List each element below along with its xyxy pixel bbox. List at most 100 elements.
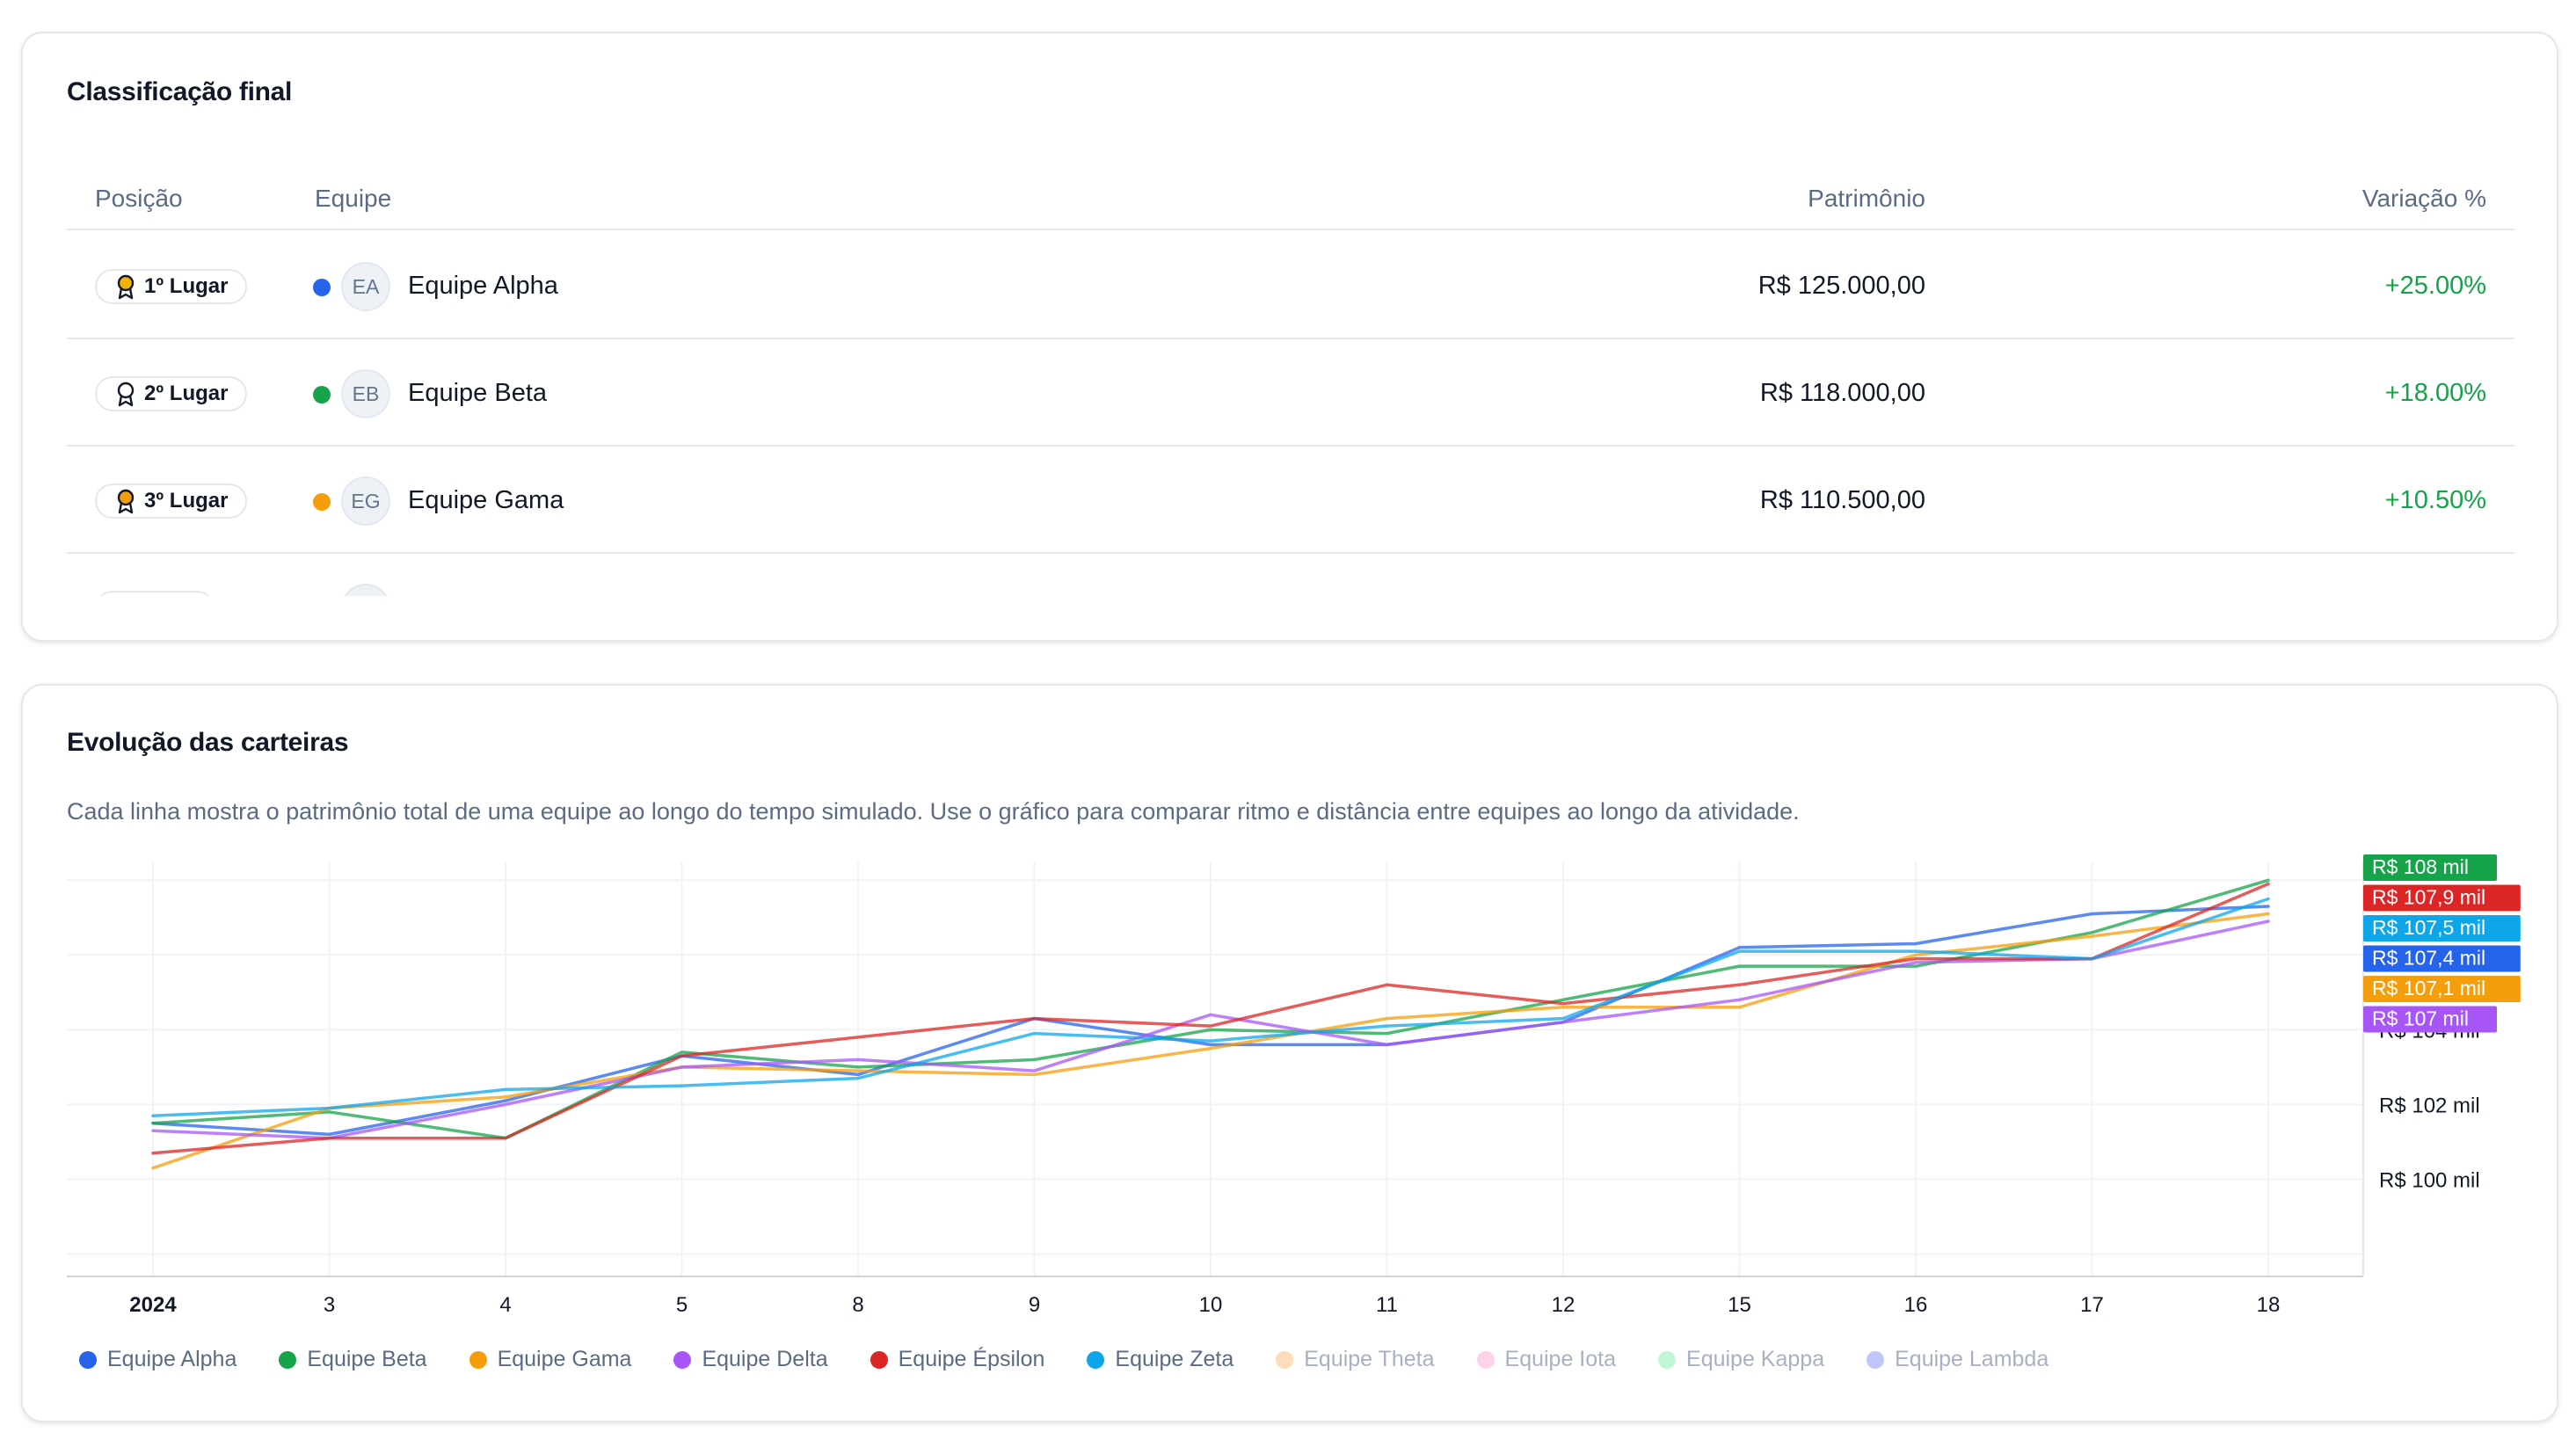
place-label: 2º Lugar bbox=[144, 382, 229, 405]
legend-color-dot bbox=[469, 1350, 487, 1369]
legend-label: Equipe Delta bbox=[702, 1347, 828, 1371]
legend-item[interactable]: Equipe Gama bbox=[469, 1347, 632, 1372]
place-badge: 3º Lugar bbox=[95, 483, 248, 519]
avatar: EB bbox=[341, 369, 390, 418]
series-line bbox=[151, 912, 2270, 1170]
team-equity: R$ 118.000,00 bbox=[1759, 379, 1925, 407]
legend-color-dot bbox=[1276, 1350, 1294, 1369]
medal-icon bbox=[117, 489, 135, 514]
legend-label: Equipe Kappa bbox=[1686, 1347, 1825, 1371]
team-change: +25.00% bbox=[2384, 272, 2486, 300]
team-name: Equipe Beta bbox=[408, 379, 548, 407]
x-tick-label: 9 bbox=[1029, 1293, 1040, 1317]
legend-item[interactable]: Equipe Zeta bbox=[1087, 1347, 1233, 1372]
end-value-label: R$ 107 mil bbox=[2372, 1007, 2469, 1030]
line-chart: 2024 3 4 5 8 9 10 11 12 15 16 17 18 R$ 100 mil R$ 102 … bbox=[67, 854, 2521, 1317]
legend-color-dot bbox=[1087, 1350, 1105, 1369]
legend-label: Equipe Zeta bbox=[1115, 1347, 1234, 1371]
avatar: EA bbox=[341, 262, 390, 311]
x-tick-label: 16 bbox=[1904, 1293, 1928, 1317]
legend-label: Equipe Lambda bbox=[1895, 1347, 2049, 1371]
legend-color-dot bbox=[279, 1350, 297, 1369]
x-tick-label: 5 bbox=[676, 1293, 688, 1317]
end-value-badge bbox=[2363, 976, 2521, 1002]
table-row[interactable]: 3º Lugar EG Equipe Gama R$ 110.500,00 +1… bbox=[67, 447, 2514, 554]
header-change: Variação % bbox=[2361, 185, 2486, 212]
team-equity: R$ 125.000,00 bbox=[1757, 272, 1925, 300]
x-tick-label: 18 bbox=[2257, 1293, 2281, 1317]
legend-color-dot bbox=[1658, 1350, 1677, 1369]
legend-item[interactable]: Equipe Beta bbox=[279, 1347, 427, 1372]
header-team: Equipe bbox=[315, 185, 392, 212]
legend-item[interactable]: Equipe Lambda bbox=[1867, 1347, 2048, 1372]
legend-item[interactable]: Equipe Épsilon bbox=[870, 1347, 1045, 1372]
x-tick-label: 2024 bbox=[129, 1293, 177, 1317]
series-line bbox=[151, 920, 2270, 1140]
team-change: +10.50% bbox=[2384, 486, 2486, 514]
series-line bbox=[151, 897, 2270, 1117]
x-tick-label: 17 bbox=[2080, 1293, 2104, 1317]
legend-label: Equipe Beta bbox=[307, 1347, 427, 1371]
y-tick-label: R$ 102 mil bbox=[2379, 1094, 2480, 1117]
chart-legend: Equipe Alpha Equipe Beta Equipe Gama Equipe… bbox=[79, 1347, 2048, 1372]
x-tick-label: 4 bbox=[499, 1293, 511, 1317]
legend-item[interactable]: Equipe Delta bbox=[673, 1347, 828, 1372]
legend-label: Equipe Theta bbox=[1304, 1347, 1435, 1371]
x-tick-label: 3 bbox=[324, 1293, 335, 1317]
evolution-title: Evolução das carteiras bbox=[67, 728, 349, 757]
team-change: +18.00% bbox=[2384, 379, 2486, 407]
legend-label: Equipe Gama bbox=[497, 1347, 632, 1371]
medal-icon bbox=[117, 274, 135, 300]
legend-color-dot bbox=[1476, 1350, 1495, 1369]
end-value-badge bbox=[2363, 884, 2521, 912]
place-badge: 1º Lugar bbox=[95, 269, 248, 304]
legend-color-dot bbox=[79, 1350, 97, 1369]
ranking-title: Classificação final bbox=[67, 77, 293, 106]
end-value-badge bbox=[2363, 915, 2521, 941]
ranking-card: Classificação final Posição Equipe Patri… bbox=[21, 32, 2558, 642]
legend-color-dot bbox=[870, 1350, 888, 1369]
legend-color-dot bbox=[1867, 1350, 1885, 1369]
end-value-badge bbox=[2363, 1006, 2497, 1033]
place-badge: 2º Lugar bbox=[95, 376, 248, 411]
legend-label: Equipe Iota bbox=[1504, 1347, 1617, 1371]
ranking-table-header: Posição Equipe Patrimônio Variação % bbox=[67, 172, 2514, 230]
avatar: EG bbox=[341, 476, 390, 526]
scroll-clip bbox=[23, 596, 2557, 640]
evolution-description: Cada linha mostra o patrimônio total de … bbox=[67, 798, 1800, 825]
x-tick-label: 10 bbox=[1199, 1293, 1223, 1317]
x-tick-label: 15 bbox=[1728, 1293, 1751, 1317]
end-value-label: R$ 107,4 mil bbox=[2372, 947, 2485, 970]
legend-item[interactable]: Equipe Iota bbox=[1476, 1347, 1617, 1372]
legend-label: Equipe Épsilon bbox=[898, 1347, 1045, 1371]
series-line bbox=[151, 882, 2270, 1155]
y-tick-label: R$ 100 mil bbox=[2379, 1168, 2480, 1192]
legend-item[interactable]: Equipe Kappa bbox=[1658, 1347, 1824, 1372]
header-equity: Patrimônio bbox=[1808, 185, 1925, 212]
legend-item[interactable]: Equipe Alpha bbox=[79, 1347, 236, 1372]
end-value-label: R$ 107,5 mil bbox=[2372, 916, 2485, 939]
header-position: Posição bbox=[95, 185, 183, 212]
team-color-dot bbox=[313, 279, 331, 296]
medal-icon bbox=[117, 382, 135, 407]
table-row[interactable]: 2º Lugar EB Equipe Beta R$ 118.000,00 +1… bbox=[67, 339, 2514, 447]
x-tick-label: 11 bbox=[1376, 1293, 1398, 1317]
end-value-label: R$ 108 mil bbox=[2372, 855, 2469, 878]
end-value-label: R$ 107,1 mil bbox=[2372, 977, 2485, 1000]
legend-label: Equipe Alpha bbox=[107, 1347, 237, 1371]
team-name: Equipe Alpha bbox=[408, 272, 558, 300]
team-name: Equipe Gama bbox=[408, 486, 564, 514]
team-color-dot bbox=[313, 493, 331, 511]
end-value-badge bbox=[2363, 854, 2497, 881]
x-tick-label: 12 bbox=[1552, 1293, 1575, 1317]
end-value-label: R$ 107,9 mil bbox=[2372, 886, 2485, 909]
x-tick-label: 8 bbox=[852, 1293, 863, 1317]
end-value-badge bbox=[2363, 945, 2521, 972]
team-equity: R$ 110.500,00 bbox=[1759, 486, 1925, 514]
legend-item[interactable]: Equipe Theta bbox=[1276, 1347, 1435, 1372]
team-color-dot bbox=[313, 386, 331, 403]
evolution-card: Evolução das carteiras Cada linha mostra… bbox=[21, 684, 2558, 1422]
table-row[interactable]: 1º Lugar EA Equipe Alpha R$ 125.000,00 +… bbox=[67, 232, 2514, 339]
place-label: 1º Lugar bbox=[144, 274, 229, 298]
legend-color-dot bbox=[673, 1350, 692, 1369]
